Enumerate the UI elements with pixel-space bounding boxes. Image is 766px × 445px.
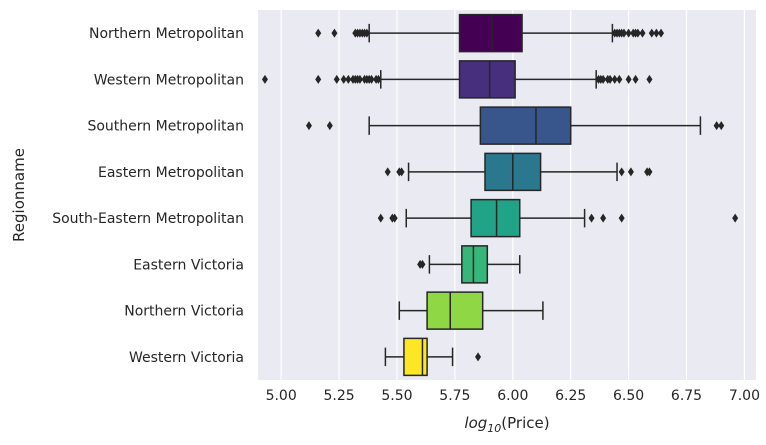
outlier-point [618, 167, 625, 177]
outlier-point [646, 74, 653, 84]
outlier-point [607, 74, 614, 84]
y-tick-label: Eastern Metropolitan [98, 165, 244, 181]
y-axis-ticks: Northern Metropolitan Western Metropolita… [52, 26, 244, 366]
outlier-point [648, 28, 655, 38]
x-axis-ticks: 5.00 5.25 5.50 5.75 6.00 6.25 6.50 6.75 7.00 [266, 388, 760, 404]
x-tick-label: 5.75 [439, 388, 470, 404]
iqr-box [461, 245, 489, 284]
x-tick-label: 5.50 [381, 388, 412, 404]
outlier-point [398, 167, 405, 177]
box-group [261, 60, 653, 99]
iqr-box [403, 337, 428, 377]
outlier-point [616, 74, 623, 84]
box-group [398, 291, 544, 330]
x-tick-label: 5.00 [266, 388, 297, 404]
outlier-point [718, 121, 725, 131]
outlier-point [340, 74, 347, 84]
outlier-point [600, 74, 607, 84]
x-tick-label: 5.25 [323, 388, 354, 404]
x-tick-label: 6.00 [497, 388, 528, 404]
grid-lines [280, 10, 746, 380]
iqr-box [458, 60, 516, 99]
x-tick-label: 6.75 [671, 388, 702, 404]
outlier-point [653, 28, 660, 38]
outlier-point [658, 28, 665, 38]
outlier-point [627, 167, 634, 177]
x-axis-label: log10(Price) [464, 414, 549, 435]
x-axis-label-log: log [464, 414, 487, 432]
box-group [377, 198, 739, 238]
outlier-point [475, 352, 482, 362]
outlier-point [625, 74, 632, 84]
outlier-point [331, 28, 338, 38]
iqr-box [470, 198, 521, 238]
y-axis-label: Regionname [10, 148, 28, 242]
x-tick-label: 6.25 [555, 388, 586, 404]
box-group [384, 337, 482, 377]
box-group [315, 13, 665, 53]
outlier-point [363, 28, 370, 38]
box-group [305, 106, 725, 145]
outlier-point [356, 74, 363, 84]
outlier-point [315, 28, 322, 38]
x-tick-label: 6.50 [613, 388, 644, 404]
box-series [261, 13, 739, 377]
iqr-box [479, 106, 572, 145]
x-axis-label-sub: 10 [487, 422, 501, 435]
outlier-point [391, 213, 398, 223]
y-tick-label: Northern Metropolitan [89, 26, 244, 42]
outlier-point [333, 74, 340, 84]
outlier-point [261, 74, 268, 84]
outlier-point [368, 74, 375, 84]
outlier-point [639, 28, 646, 38]
outlier-point [588, 213, 595, 223]
outlier-point [732, 213, 739, 223]
box-group [417, 245, 521, 284]
outlier-point [620, 28, 627, 38]
iqr-box [458, 13, 523, 53]
y-tick-label: Southern Metropolitan [87, 119, 244, 135]
y-tick-label: Western Victoria [129, 350, 244, 366]
outlier-point [377, 213, 384, 223]
x-axis-label-rest: (Price) [501, 414, 549, 432]
outlier-point [345, 74, 352, 84]
outlier-point [375, 74, 382, 84]
y-tick-label: Eastern Victoria [133, 257, 244, 273]
outlier-point [611, 74, 618, 84]
outlier-point [600, 213, 607, 223]
outlier-point [625, 28, 632, 38]
outlier-point [646, 167, 653, 177]
outlier-point [384, 167, 391, 177]
outlier-point [632, 74, 639, 84]
outlier-point [305, 121, 312, 131]
outlier-point [419, 259, 426, 269]
box-group [384, 152, 653, 192]
outlier-point [618, 213, 625, 223]
y-tick-label: South-Eastern Metropolitan [52, 211, 244, 227]
outlier-point [634, 28, 641, 38]
outlier-point [315, 74, 322, 84]
y-tick-label: Northern Victoria [124, 304, 244, 320]
x-tick-label: 7.00 [729, 388, 760, 404]
outlier-point [713, 121, 720, 131]
iqr-box [426, 291, 484, 330]
y-tick-label: Western Metropolitan [94, 72, 244, 88]
outlier-point [326, 121, 333, 131]
